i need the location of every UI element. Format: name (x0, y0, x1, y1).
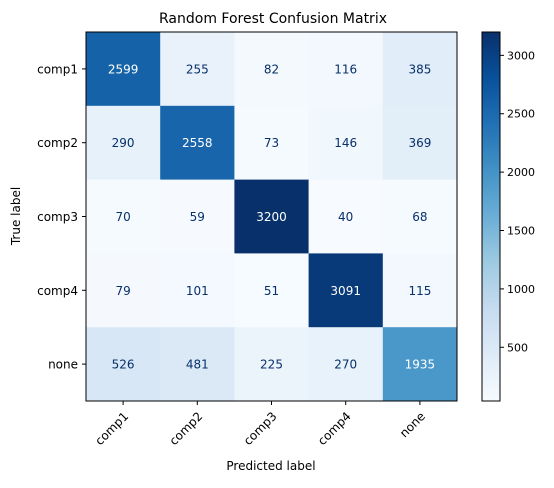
heatmap-cell (382, 327, 458, 402)
heatmap-cell (160, 32, 235, 107)
heatmap-cell (160, 327, 235, 402)
colorbar-tick-label: 2000 (507, 166, 535, 179)
heatmap-cell (308, 327, 384, 402)
heatmap-cell (160, 253, 235, 328)
cell-value-label: 116 (334, 62, 357, 76)
cell-value-label: 70 (115, 210, 130, 224)
heatmap-cell (308, 32, 384, 107)
colorbar-tick-label: 3000 (507, 49, 535, 62)
x-axis-ticks: comp1 comp2 comp3 comp4 none (92, 401, 428, 448)
cell-value-label: 82 (264, 62, 279, 76)
heatmap-cell (234, 327, 310, 402)
heatmap-cells (86, 32, 458, 402)
y-axis-label: True label (9, 187, 23, 246)
y-tick-label: none (48, 358, 78, 372)
heatmap-cell (308, 179, 384, 254)
heatmap-cell (234, 253, 310, 328)
cell-value-label: 255 (186, 62, 209, 76)
heatmap-cell (308, 105, 384, 181)
cell-value-label: 526 (112, 358, 135, 372)
cell-value-label: 270 (334, 358, 357, 372)
cell-value-label: 369 (408, 136, 431, 150)
y-tick-label: comp3 (37, 210, 78, 224)
cell-value-label: 101 (186, 284, 209, 298)
cell-value-label: 3200 (256, 210, 287, 224)
cell-value-label: 79 (115, 284, 130, 298)
heatmap-cell (234, 105, 310, 181)
cell-value-label: 3091 (330, 284, 361, 298)
heatmap-cell (160, 105, 235, 181)
cell-value-label: 68 (412, 210, 427, 224)
cell-value-label: 2599 (108, 62, 139, 76)
cell-value-label: 225 (260, 358, 283, 372)
cell-value-label: 1935 (405, 358, 436, 372)
cell-value-label: 481 (186, 358, 209, 372)
x-tick-label: comp3 (241, 409, 280, 448)
heatmap-cell (382, 253, 458, 328)
cell-value-label: 146 (334, 136, 357, 150)
cell-value-label: 73 (264, 136, 279, 150)
cell-value-label: 59 (190, 210, 205, 224)
x-tick-label: comp1 (92, 409, 131, 448)
x-tick-label: none (397, 409, 428, 440)
heatmap-cell (234, 179, 310, 254)
heatmap-cell (308, 253, 384, 328)
cell-labels: 2599 255 82 116 385 290 2558 73 146 369 70 59 3200 40… (108, 62, 435, 371)
y-tick-label: comp1 (37, 62, 78, 76)
x-tick-label: comp4 (315, 409, 354, 448)
cell-value-label: 385 (408, 62, 431, 76)
heatmap-cell (86, 327, 161, 402)
colorbar-ticks: 500 1000 1500 2000 2500 3000 (500, 49, 535, 354)
heatmap-cell (160, 179, 235, 254)
cell-value-label: 115 (408, 284, 431, 298)
x-tick-label: comp2 (167, 409, 206, 448)
chart-title: Random Forest Confusion Matrix (159, 11, 387, 27)
x-axis-label: Predicted label (226, 459, 315, 473)
y-tick-label: comp2 (37, 136, 78, 150)
heatmap-cell (86, 179, 161, 254)
heatmap-cell (86, 253, 161, 328)
colorbar-tick-label: 1000 (507, 283, 535, 296)
y-tick-label: comp4 (37, 284, 78, 298)
cell-value-label: 51 (264, 284, 279, 298)
cell-value-label: 290 (112, 136, 135, 150)
cell-value-label: 2558 (182, 136, 213, 150)
cell-value-label: 40 (338, 210, 353, 224)
y-axis-ticks: comp1 comp2 comp3 comp4 none (37, 62, 86, 372)
heatmap-cell (86, 105, 161, 181)
colorbar-tick-label: 500 (507, 341, 528, 354)
colorbar-tick-label: 2500 (507, 108, 535, 121)
colorbar-tick-label: 1500 (507, 225, 535, 238)
heatmap-cell (382, 179, 458, 254)
heatmap-cell (234, 32, 310, 107)
heatmap-cell (382, 32, 458, 107)
heatmap-cell (86, 32, 161, 107)
colorbar (481, 31, 501, 402)
heatmap-cell (382, 105, 458, 181)
